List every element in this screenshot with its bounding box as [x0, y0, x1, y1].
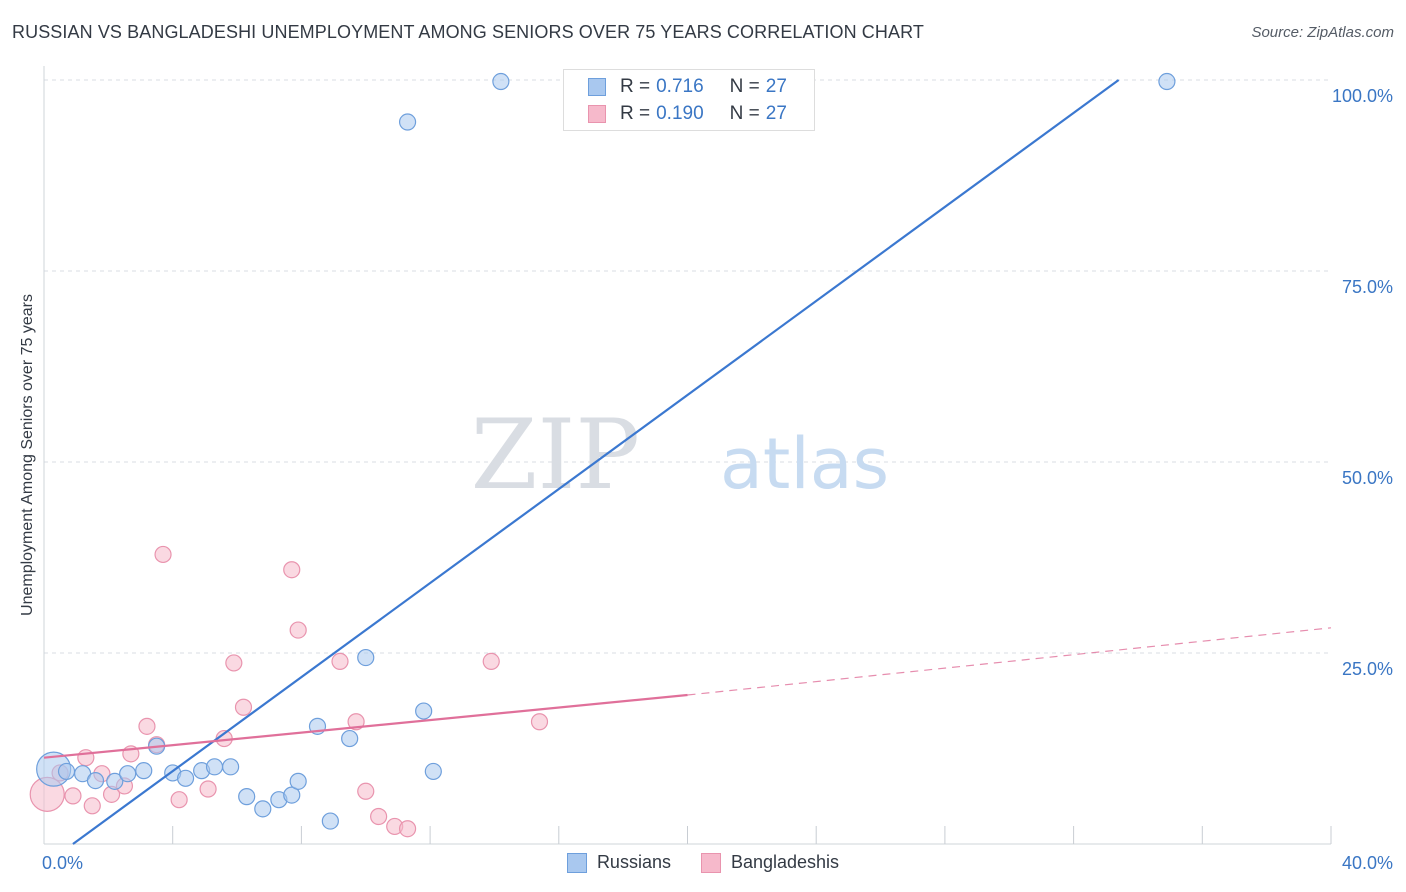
- bangladeshis-point: [347, 713, 365, 731]
- russians-point: [289, 772, 307, 790]
- russians-point: [492, 72, 510, 91]
- russians-point: [176, 769, 195, 787]
- bangladeshis-point: [234, 698, 253, 716]
- trend-lines: [43, 79, 1332, 845]
- bangladeshis-point: [283, 561, 301, 579]
- watermark-atlas: atlas: [720, 423, 889, 505]
- legend-row-russians: R = 0.716 N = 27: [588, 75, 787, 99]
- russians-point: [119, 765, 137, 783]
- bangladeshis-point: [370, 807, 388, 826]
- russians-point: [357, 648, 375, 667]
- axes: [43, 66, 1332, 845]
- y-tick-label: 25.0%: [1342, 659, 1393, 679]
- bangladeshis-trend-extension: [687, 627, 1332, 696]
- tick-labels: 25.0% 50.0% 75.0% 100.0% 0.0% 40.0%: [42, 86, 1393, 873]
- legend-item-bangladeshis[interactable]: Bangladeshis: [700, 852, 840, 873]
- russians-point: [86, 771, 105, 790]
- bangladeshis-trend-line: [43, 693, 688, 759]
- n-value: 27: [765, 76, 787, 97]
- chart-title: RUSSIAN VS BANGLADESHI UNEMPLOYMENT AMON…: [12, 22, 924, 42]
- bangladeshis-point: [138, 717, 156, 735]
- correlation-legend: R = 0.716 N = 27 R = 0.190 N = 27: [563, 69, 815, 131]
- russians-swatch: [588, 78, 606, 96]
- russians-point: [205, 758, 224, 776]
- russians-points: [36, 72, 1176, 830]
- bangladeshis-point: [289, 621, 307, 639]
- bangladeshis-point: [398, 820, 417, 838]
- bangladeshis-point: [154, 545, 172, 564]
- n-label: N =: [729, 76, 760, 97]
- r-label: R =: [620, 103, 651, 124]
- russians-point: [222, 758, 240, 776]
- bangladeshis-point: [331, 652, 349, 671]
- r-value: 0.190: [656, 103, 704, 124]
- legend-item-russians[interactable]: Russians: [566, 852, 671, 873]
- x-tick-label: 0.0%: [42, 853, 83, 873]
- russians-point: [254, 800, 272, 818]
- russians-point: [238, 788, 256, 806]
- bangladeshis-point: [64, 787, 82, 805]
- grid-lines: [44, 79, 1331, 654]
- series-legend: Russians Bangladeshis: [0, 852, 1406, 873]
- russians-point: [415, 702, 433, 720]
- russians-point: [135, 762, 153, 780]
- russians-trend-line: [72, 79, 1120, 845]
- russians-point: [57, 762, 76, 781]
- russians-point: [321, 812, 339, 830]
- n-label: N =: [729, 103, 760, 124]
- legend-row-bangladeshis: R = 0.190 N = 27: [588, 102, 787, 126]
- bangladeshis-point: [357, 782, 375, 800]
- y-tick-label: 100.0%: [1332, 86, 1393, 106]
- bangladeshis-point: [225, 654, 243, 672]
- x-tick-label: 40.0%: [1342, 853, 1393, 873]
- r-value: 0.716: [656, 76, 704, 97]
- source-label: Source: ZipAtlas.com: [1251, 24, 1394, 41]
- russians-point: [283, 786, 301, 804]
- bangladeshis-swatch: [588, 105, 606, 123]
- russians-point: [1158, 72, 1176, 91]
- bangladeshis-point: [530, 713, 549, 731]
- r-label: R =: [620, 76, 651, 97]
- watermark-zip: ZIP: [471, 399, 640, 511]
- bangladeshis-swatch: [700, 852, 721, 873]
- y-tick-label: 50.0%: [1342, 468, 1393, 488]
- bangladeshis-point: [199, 780, 217, 798]
- bangladeshis-point: [83, 797, 101, 815]
- bangladeshis-point: [482, 652, 500, 671]
- watermark: ZIP atlas: [471, 399, 889, 511]
- russians-point: [106, 772, 124, 790]
- legend-label-bangladeshis: Bangladeshis: [730, 852, 840, 872]
- russians-point: [424, 762, 442, 781]
- y-tick-label: 75.0%: [1342, 277, 1393, 297]
- russians-point: [398, 113, 417, 131]
- bangladeshis-point: [170, 791, 188, 809]
- n-value: 27: [765, 103, 787, 124]
- legend-label-russians: Russians: [596, 852, 671, 872]
- y-axis-label: Unemployment Among Seniors over 75 years: [19, 294, 36, 616]
- russians-point: [341, 729, 359, 748]
- russians-swatch: [566, 852, 587, 873]
